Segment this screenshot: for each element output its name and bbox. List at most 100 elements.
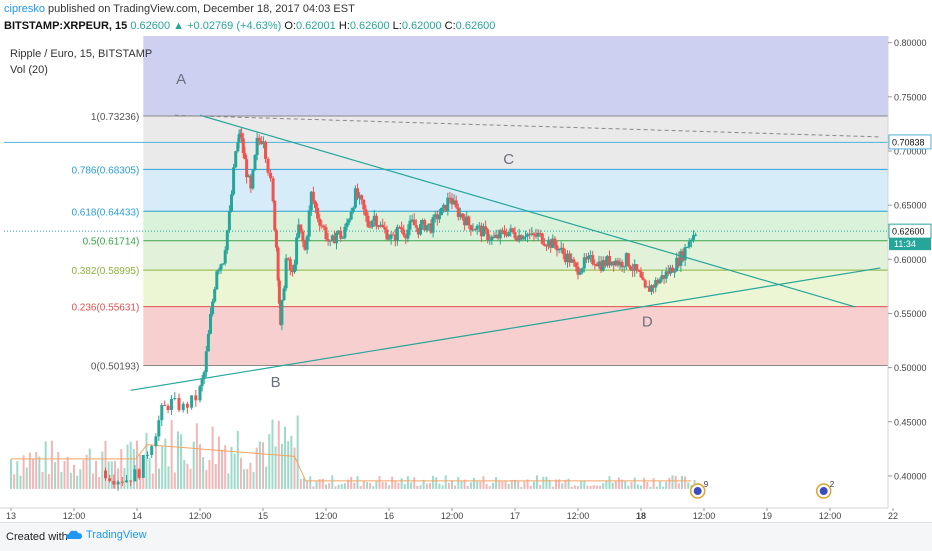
candle-body: [293, 264, 296, 273]
volume-bar: [252, 472, 255, 489]
volume-bar: [561, 483, 564, 489]
candle-body: [589, 255, 593, 257]
volume-bar: [164, 438, 167, 489]
fib-level-label: 1(0.73236): [91, 112, 139, 123]
tradingview-brand[interactable]: TradingView: [66, 529, 147, 541]
volume-bar: [44, 441, 47, 489]
candle-body: [286, 258, 290, 260]
volume-bar: [151, 473, 154, 489]
volume-bar: [416, 485, 419, 489]
fib-level-label: 0.236(0.55631): [71, 303, 139, 314]
volume-bar: [438, 483, 441, 489]
volume-bar: [662, 486, 665, 489]
volume-bar: [680, 476, 683, 489]
volume-bar: [236, 430, 239, 489]
price-chart[interactable]: 1(0.73236) 0.786(0.68305) 0.618(0.64433) 0.…: [0, 36, 932, 522]
volume-bar: [384, 482, 387, 489]
candle-body: [553, 238, 557, 246]
candle-body: [419, 224, 422, 235]
volume-bar: [677, 483, 680, 489]
candle-body: [431, 216, 435, 233]
candle-body: [479, 225, 483, 237]
candle-body: [620, 261, 624, 268]
volume-bar: [221, 449, 224, 489]
candle-body: [423, 220, 427, 231]
volume-bar: [554, 479, 557, 489]
volume-bar: [318, 478, 321, 489]
candle-body: [536, 232, 540, 237]
candle-body: [211, 301, 215, 315]
candle-body: [656, 280, 660, 284]
volume-bar: [605, 481, 608, 489]
volume-bar: [50, 440, 53, 489]
candle-body: [668, 267, 672, 274]
volume-bar: [136, 440, 138, 489]
volume-bar: [227, 473, 230, 489]
candle-body: [271, 178, 275, 202]
volume-bar: [315, 481, 318, 489]
volume-bar: [265, 466, 268, 489]
candle-body: [200, 378, 204, 387]
candle-body: [247, 175, 251, 178]
volume-bar: [19, 475, 22, 489]
volume-bar: [10, 459, 12, 489]
volume-bar: [485, 483, 488, 489]
volume-bar: [306, 480, 309, 489]
candle-body: [584, 257, 588, 260]
candle-body: [465, 216, 469, 226]
low-value: 0.62000: [401, 20, 442, 32]
candle-body: [658, 279, 662, 284]
candle-body: [284, 258, 288, 289]
volume-bar: [145, 432, 148, 489]
candle-body: [475, 225, 479, 230]
candle-body: [660, 275, 664, 280]
candle-body: [496, 234, 500, 239]
volume-bar: [249, 462, 252, 489]
candle-body: [209, 314, 212, 334]
volume-bar: [82, 460, 85, 489]
author-link[interactable]: cipresko: [4, 3, 45, 15]
candle-body: [280, 300, 284, 325]
volume-bar: [224, 445, 227, 489]
volume-bar: [321, 478, 324, 489]
volume-bar: [665, 481, 668, 489]
price-tick-label: 0.45000: [894, 417, 927, 427]
candle-body: [305, 236, 309, 250]
wave-point-label: A: [176, 71, 186, 88]
volume-bar: [419, 485, 422, 489]
legend-symbol: Ripple / Euro, 15, BITSTAMP: [10, 48, 153, 60]
candle-body: [343, 226, 347, 238]
candle-body: [599, 261, 603, 271]
candle-body: [467, 216, 471, 226]
candle-body: [251, 170, 255, 189]
volume-bar: [649, 486, 652, 489]
volume-bar: [85, 454, 88, 489]
volume-bar: [104, 440, 107, 489]
price-tick-label: 0.40000: [894, 471, 927, 481]
candle-body: [332, 235, 336, 244]
candle-body: [469, 225, 473, 231]
candle-body: [601, 260, 605, 271]
candle-body: [545, 245, 548, 247]
candle-body: [484, 226, 488, 230]
candle-body: [404, 235, 408, 239]
candle-body: [519, 235, 523, 240]
volume-bar: [47, 474, 50, 489]
volume-bar: [501, 481, 504, 489]
candle-body: [444, 204, 448, 212]
candle-body: [570, 259, 574, 263]
candle-body: [473, 229, 477, 231]
volume-bar: [444, 475, 447, 489]
candle-body: [379, 224, 383, 227]
price-tick-label: 0.50000: [894, 363, 927, 373]
candle-body: [612, 261, 616, 266]
candle-body: [551, 238, 555, 248]
candle-body: [120, 481, 124, 483]
volume-bar: [28, 452, 31, 489]
candle-body: [370, 220, 374, 227]
volume-bar: [180, 434, 183, 489]
volume-bar: [202, 457, 205, 489]
candle-body: [259, 140, 263, 144]
candle-body: [345, 222, 349, 227]
volume-bar: [195, 423, 198, 489]
